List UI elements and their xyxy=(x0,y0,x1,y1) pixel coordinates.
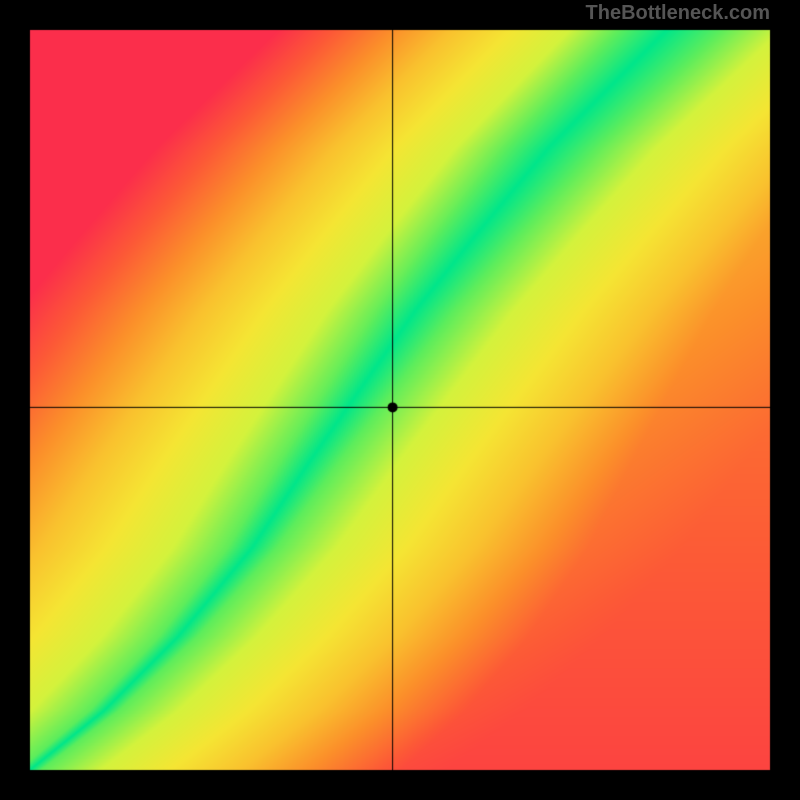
watermark-text: TheBottleneck.com xyxy=(586,2,770,25)
chart-container: TheBottleneck.com xyxy=(0,0,800,800)
heatmap-canvas xyxy=(0,0,800,800)
